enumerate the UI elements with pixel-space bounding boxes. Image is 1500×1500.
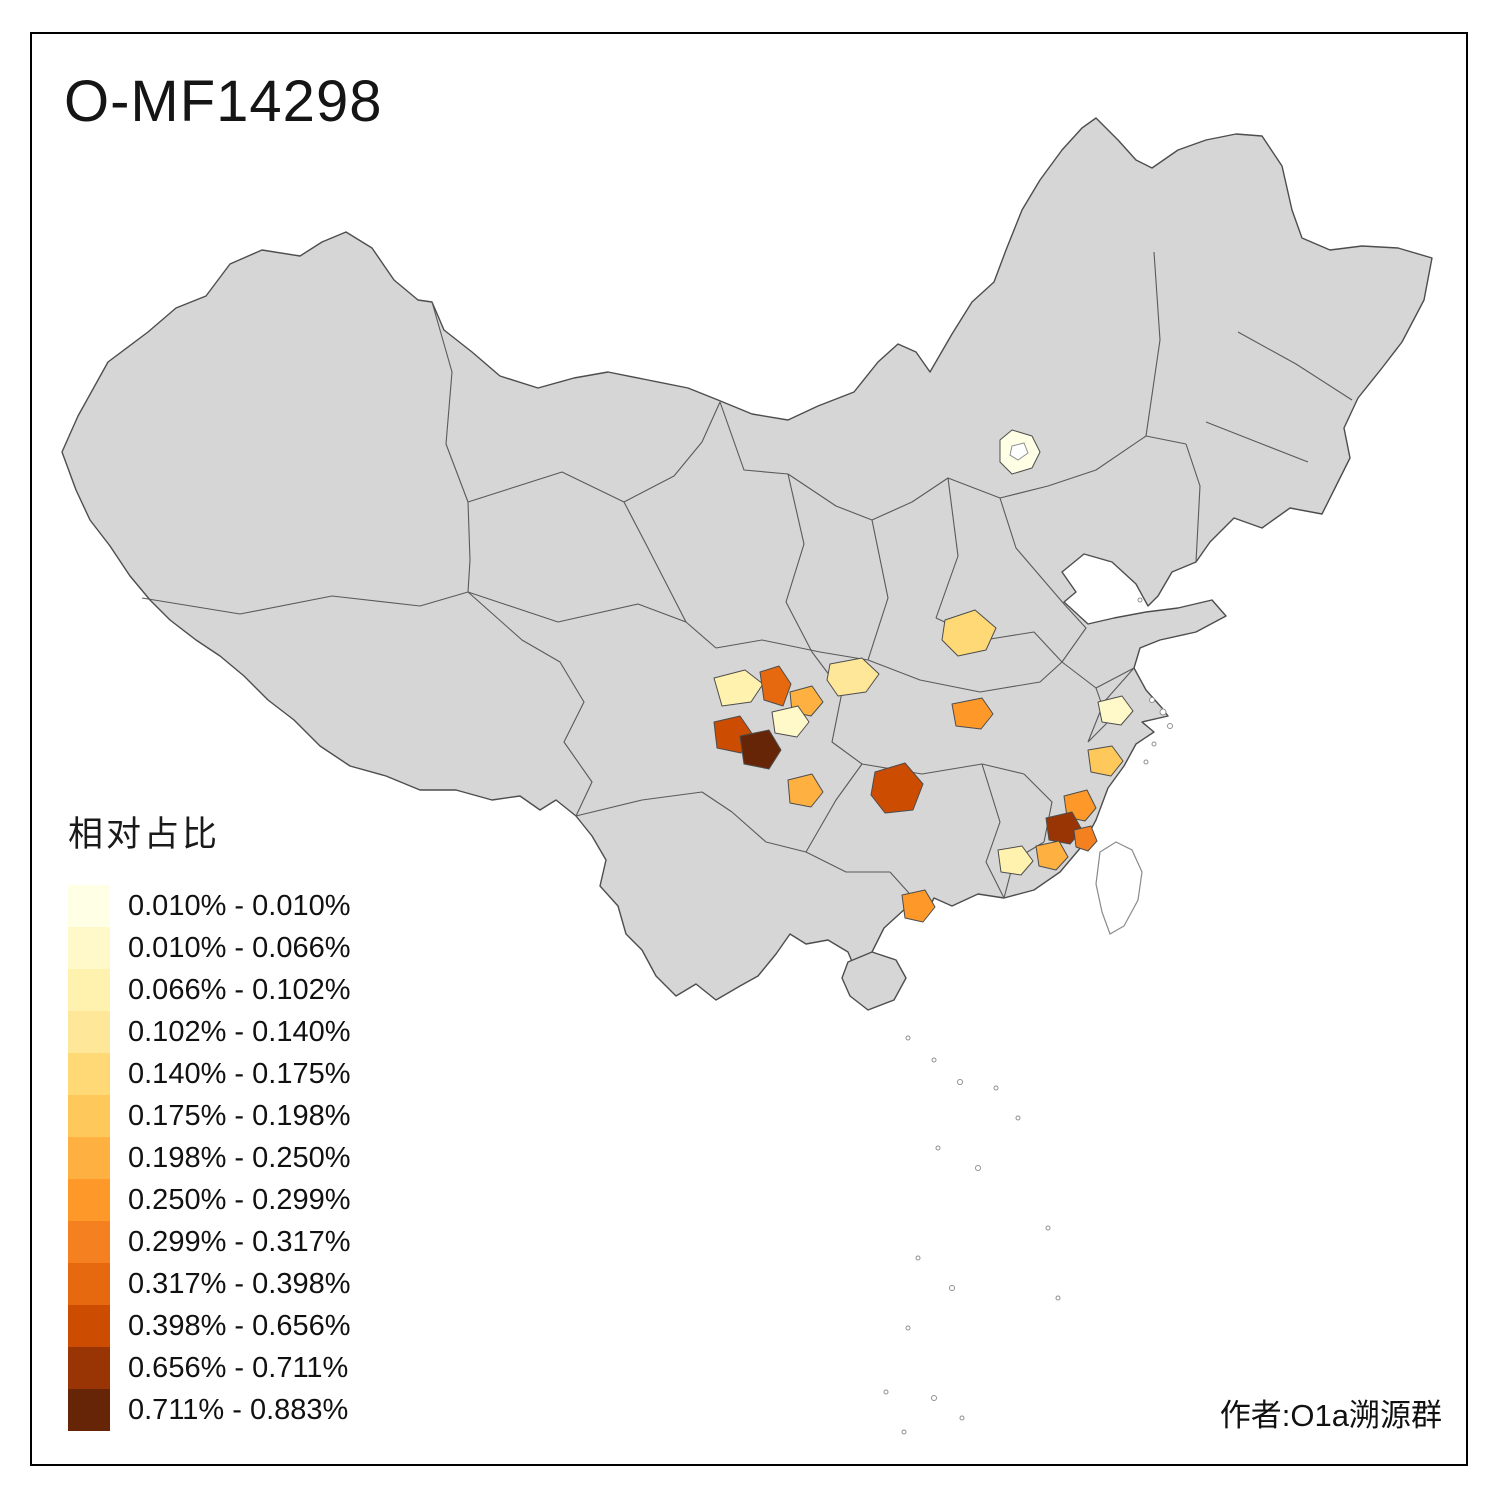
legend-label: 0.711% - 0.883%	[128, 1393, 349, 1426]
legend-label: 0.398% - 0.656%	[128, 1309, 351, 1342]
region-guangdong-a	[997, 845, 1034, 876]
legend-label: 0.010% - 0.066%	[128, 931, 351, 964]
legend-label: 0.317% - 0.398%	[128, 1267, 351, 1300]
legend-label: 0.299% - 0.317%	[128, 1225, 351, 1258]
legend-swatch	[68, 885, 110, 927]
region-guizhou	[787, 773, 824, 808]
legend-swatch	[68, 927, 110, 969]
region-zhejiang-a	[1097, 695, 1134, 726]
region-sichuan-d	[771, 705, 810, 738]
coastal-islands	[1137, 597, 1173, 765]
region-guangdong-b	[901, 889, 936, 923]
legend-swatch	[68, 1221, 110, 1263]
legend-item: 0.250% - 0.299%	[68, 1179, 350, 1221]
legend-item: 0.140% - 0.175%	[68, 1053, 350, 1095]
region-hubei	[951, 697, 994, 730]
legend-item: 0.175% - 0.198%	[68, 1095, 350, 1137]
legend-swatch	[68, 1305, 110, 1347]
legend-swatch	[68, 1011, 110, 1053]
taiwan-island	[1095, 841, 1143, 935]
legend-label: 0.102% - 0.140%	[128, 1015, 351, 1048]
region-fujian-c	[1073, 825, 1098, 852]
region-shaanxi-south	[826, 657, 880, 697]
legend-swatch	[68, 1389, 110, 1431]
legend: 相对占比 0.010% - 0.010% 0.010% - 0.066% 0.0…	[68, 806, 350, 1431]
legend-item: 0.066% - 0.102%	[68, 969, 350, 1011]
attribution: 作者:O1a溯源群	[1219, 1398, 1442, 1433]
province-borders	[141, 251, 1353, 915]
legend-item: 0.398% - 0.656%	[68, 1305, 350, 1347]
hainan-island	[841, 951, 907, 1011]
region-zhejiang-b	[1087, 745, 1124, 777]
region-sichuan-a	[713, 669, 764, 707]
legend-item: 0.656% - 0.711%	[68, 1347, 350, 1389]
legend-item: 0.711% - 0.883%	[68, 1389, 350, 1431]
map-title: O-MF14298	[64, 69, 383, 134]
legend-item: 0.102% - 0.140%	[68, 1011, 350, 1053]
legend-label: 0.656% - 0.711%	[128, 1351, 349, 1384]
legend-swatch	[68, 1347, 110, 1389]
legend-item: 0.010% - 0.066%	[68, 927, 350, 969]
legend-label: 0.175% - 0.198%	[128, 1099, 351, 1132]
region-sichuan-b	[759, 665, 792, 707]
region-beijing-inner	[1009, 442, 1029, 461]
legend-label: 0.066% - 0.102%	[128, 973, 351, 1006]
legend-swatch	[68, 1263, 110, 1305]
legend-swatch	[68, 1095, 110, 1137]
legend-item: 0.317% - 0.398%	[68, 1263, 350, 1305]
south-china-sea-islands	[883, 1035, 1061, 1435]
legend-label: 0.010% - 0.010%	[128, 889, 351, 922]
legend-title: 相对占比	[68, 815, 221, 854]
region-henan	[941, 609, 997, 657]
legend-item: 0.010% - 0.010%	[68, 885, 350, 927]
region-fujian-d	[1035, 840, 1069, 871]
legend-item: 0.198% - 0.250%	[68, 1137, 350, 1179]
legend-swatch	[68, 1137, 110, 1179]
legend-swatch	[68, 1179, 110, 1221]
china-mainland	[61, 117, 1433, 1001]
legend-label: 0.140% - 0.175%	[128, 1057, 351, 1090]
legend-swatch	[68, 969, 110, 1011]
legend-label: 0.250% - 0.299%	[128, 1183, 351, 1216]
legend-item: 0.299% - 0.317%	[68, 1221, 350, 1263]
legend-swatch	[68, 1053, 110, 1095]
highlighted-regions	[713, 429, 1134, 923]
region-sichuan-f	[739, 729, 782, 770]
legend-label: 0.198% - 0.250%	[128, 1141, 351, 1174]
region-hunan	[870, 762, 924, 814]
